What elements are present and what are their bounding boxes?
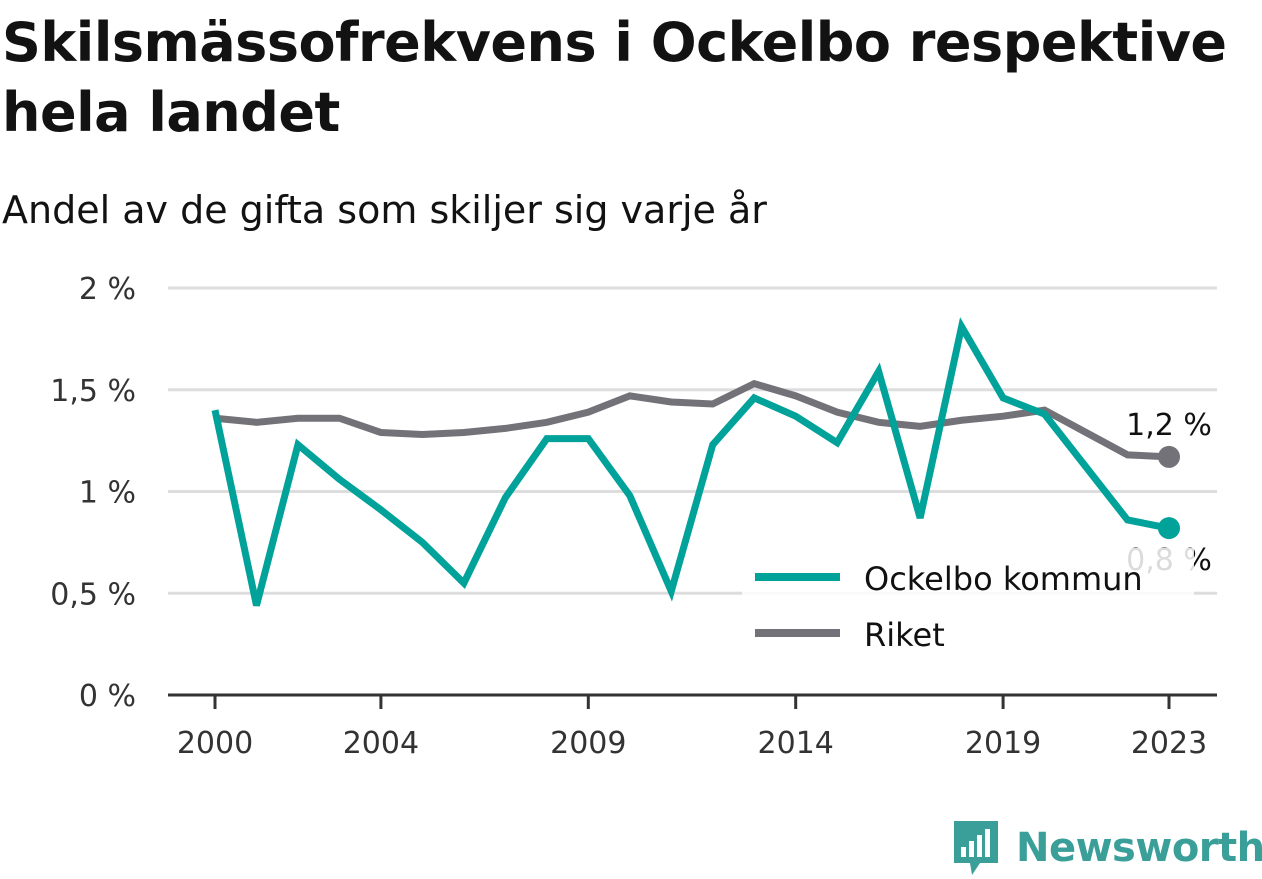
x-tick-label: 2014 — [758, 726, 834, 761]
end-label-riket: 1,2 % — [1126, 408, 1212, 443]
brand-name: Newsworthy — [1016, 825, 1262, 871]
end-point-ockelbo — [1158, 517, 1180, 540]
y-tick-label: 1,5 % — [50, 374, 136, 409]
legend-background — [742, 548, 1194, 658]
y-axis-ticks: 0 % 0,5 % 1 % 1,5 % 2 % — [50, 272, 136, 714]
legend-label-ockelbo: Ockelbo kommun — [864, 560, 1143, 598]
y-tick-label: 0,5 % — [50, 577, 136, 612]
riket-line — [214, 379, 1170, 461]
x-tick-label: 2000 — [177, 726, 253, 761]
x-tick-label: 2004 — [343, 726, 419, 761]
x-axis: 2000 2004 2009 2014 2019 2023 — [168, 693, 1217, 761]
x-tick-label: 2023 — [1131, 726, 1207, 761]
end-point-riket — [1158, 445, 1180, 468]
x-tick-label: 2009 — [550, 726, 626, 761]
y-tick-label: 2 % — [79, 272, 136, 307]
newsworthy-logo: Newsworthy — [950, 818, 1262, 878]
y-tick-label: 0 % — [79, 679, 136, 714]
legend-label-riket: Riket — [864, 616, 945, 654]
x-tick-label: 2019 — [965, 726, 1041, 761]
y-tick-label: 1 % — [79, 476, 136, 511]
ockelbo-line — [211, 317, 1170, 607]
grid-lines — [168, 286, 1217, 595]
series-lines — [211, 317, 1170, 607]
legend: Ockelbo kommun Riket — [742, 548, 1194, 658]
newsworthy-logo-icon — [954, 821, 998, 875]
chart-title: Skilsmässofrekvens i Ockelbo respektive … — [2, 11, 1227, 144]
chart-subtitle: Andel av de gifta som skiljer sig varje … — [2, 188, 767, 232]
